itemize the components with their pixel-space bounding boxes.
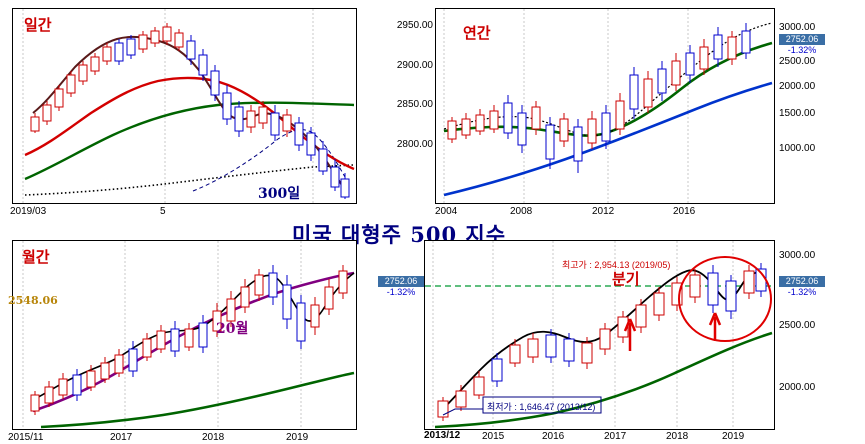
ytick-yearly-right-3: 1500.00	[779, 108, 816, 119]
xtick-quarterly-2: 2016	[542, 431, 565, 442]
xtick-yearly-0: 2004	[435, 206, 458, 217]
chart-yearly[interactable]	[435, 8, 775, 204]
ytick-yearly-left-2: 2850.00	[396, 99, 433, 110]
xtick-monthly-2: 2018	[202, 432, 225, 443]
price-badge-quarterly-left: 2752.06 -1.32%	[378, 276, 424, 298]
ytick-yearly-right-0: 3000.00	[779, 22, 816, 33]
ytick-yearly-right-1: 2500.00	[779, 56, 816, 67]
xtick-quarterly-3: 2017	[604, 431, 627, 442]
ytick-yearly-left-1: 2900.00	[396, 60, 433, 71]
xtick-quarterly-1: 2015	[482, 431, 505, 442]
xtick-yearly-1: 2008	[510, 206, 533, 217]
xtick-yearly-3: 2016	[673, 206, 696, 217]
price-badge-quarterly-right-pct: -1.32%	[787, 287, 817, 297]
ytick-yearly-left-3: 2800.00	[396, 139, 433, 150]
ytick-quarterly-right-0: 3000.00	[779, 250, 816, 261]
ytick-quarterly-right-1: 2500.00	[779, 320, 816, 331]
panel-label-monthly: 월간	[22, 248, 50, 266]
ytick-yearly-left-0: 2950.00	[396, 20, 433, 31]
annotation-20month: 20월	[216, 321, 249, 337]
xtick-daily-1: 5	[160, 206, 166, 217]
panel-label-yearly: 연간	[463, 24, 491, 42]
chart-daily[interactable]	[12, 8, 357, 204]
ytick-quarterly-right-2: 2000.00	[779, 382, 816, 393]
price-badge-quarterly-left-value: 2752.06	[378, 276, 424, 287]
price-badge-quarterly-right: 2752.06 -1.32%	[779, 276, 825, 298]
value-label-monthly: 2548.06	[8, 294, 58, 307]
price-badge-yearly-value: 2752.06	[779, 34, 825, 45]
annotation-300day: 300일	[258, 186, 301, 202]
panel-label-daily: 일간	[24, 16, 52, 34]
xtick-monthly-1: 2017	[110, 432, 133, 443]
annotation-high-price: 최고가 : 2,954.13 (2019/05)	[562, 260, 671, 270]
xtick-quarterly-0: 2013/12	[424, 430, 461, 441]
xtick-quarterly-4: 2018	[666, 431, 689, 442]
xtick-quarterly-5: 2019	[722, 431, 745, 442]
price-badge-quarterly-right-value: 2752.06	[779, 276, 825, 287]
chart-quarterly[interactable]	[424, 240, 775, 430]
xtick-yearly-2: 2012	[592, 206, 615, 217]
ytick-yearly-right-2: 2000.00	[779, 81, 816, 92]
chart-monthly[interactable]	[12, 240, 357, 430]
price-badge-yearly-pct: -1.32%	[787, 45, 817, 55]
price-badge-quarterly-left-pct: -1.32%	[386, 287, 416, 297]
xtick-daily-0: 2019/03	[10, 206, 47, 217]
xtick-monthly-3: 2019	[286, 432, 309, 443]
price-badge-yearly: 2752.06 -1.32%	[779, 34, 825, 56]
panel-label-quarterly: 분기	[612, 270, 640, 288]
xtick-monthly-0: 2015/11	[8, 432, 44, 443]
annotation-low-price: 최저가 : 1,646.47 (2013/12)	[487, 402, 596, 412]
ytick-yearly-right-4: 1000.00	[779, 143, 816, 154]
